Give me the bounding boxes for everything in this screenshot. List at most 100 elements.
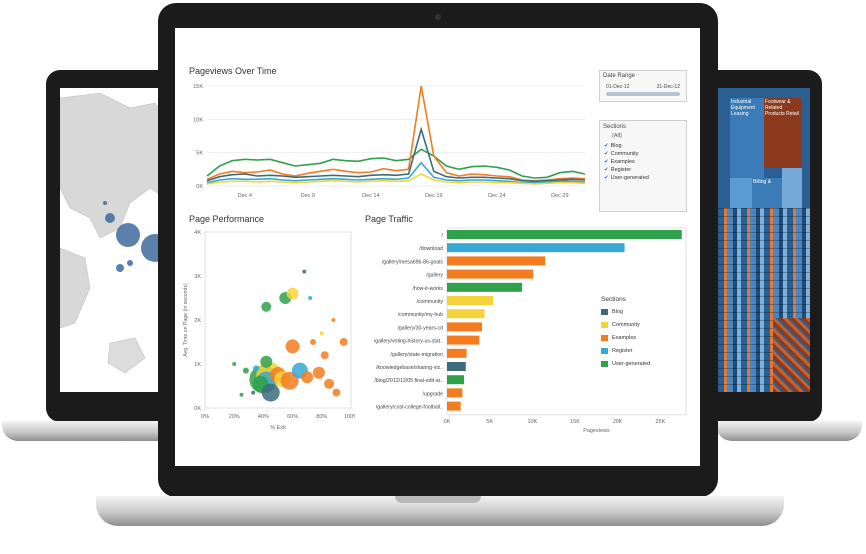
scatter-point: [242, 367, 249, 374]
x-tick-label: 10K: [527, 419, 537, 425]
treemap-cell: [782, 168, 802, 208]
traffic-bar: [447, 388, 463, 398]
right-laptop-screen: Industrial Equipment Leasing Footwear & …: [718, 88, 810, 392]
traffic-bar: [447, 375, 465, 385]
map-landmass: [60, 247, 91, 329]
bar-category-label: /: [442, 233, 444, 239]
y-tick-label: 4K: [194, 230, 201, 236]
legend-label: Blog: [612, 309, 624, 315]
treemap-cell: [718, 98, 730, 188]
page-performance-scatter: 0K 1K 2K 3K 4K 0% 20% 40% 60% 80% 100% % Exit Avg. T…: [183, 230, 355, 431]
map-bubble: [105, 213, 115, 223]
scatter-point: [319, 331, 324, 336]
plot-frame: [446, 227, 687, 416]
map-landmass: [107, 337, 146, 374]
scatter-point: [339, 338, 348, 346]
section-checkbox-community[interactable]: ✔ Community: [604, 150, 649, 158]
section-checkbox-label: User-generated: [610, 175, 649, 181]
bar-category-label: /community/my-hub: [398, 312, 443, 318]
traffic-bar: [447, 269, 534, 279]
traffic-bar: [447, 282, 523, 292]
scatter-point: [232, 362, 237, 366]
check-icon: ✔: [604, 143, 609, 149]
x-tick-label: Dec 4: [238, 193, 252, 199]
y-tick-label: 0K: [194, 406, 201, 412]
legend-item: Examples: [601, 332, 691, 345]
treemap: Industrial Equipment Leasing Footwear & …: [718, 88, 810, 392]
map-bubble: [116, 223, 140, 247]
center-laptop-notch: [395, 496, 481, 503]
right-laptop-base: [716, 421, 862, 441]
sections-legend: Sections Blog Community Examples Register Us…: [601, 296, 691, 386]
date-range-slider[interactable]: [606, 92, 680, 96]
treemap-cell-billing: Billing &: [752, 178, 782, 208]
scatter-point: [312, 366, 325, 379]
traffic-bar: [447, 322, 482, 332]
traffic-bar: [447, 335, 480, 345]
scatter-point: [260, 355, 273, 368]
legend-items: Blog Community Examples Register User-genera…: [601, 306, 691, 371]
scatter-point: [301, 371, 314, 384]
traffic-bar: [447, 296, 494, 305]
x-tick-label: 60%: [287, 414, 298, 420]
series-line: [206, 126, 586, 183]
legend-item: Community: [601, 319, 691, 332]
pageviews-title: Pageviews Over Time: [189, 66, 277, 76]
x-tick-label: 0K: [444, 419, 451, 425]
section-checkbox-user-generated[interactable]: ✔ User-generated: [604, 174, 649, 182]
bar-category-label: /how-it-works: [412, 286, 443, 292]
bar-category-label: /gallery/state-migration: [391, 352, 444, 358]
dashboard-screen: Pageviews Over Time 0K 5K 10K 15K Dec 4 Dec 9…: [175, 28, 700, 466]
scatter-point: [253, 365, 260, 372]
traffic-bar: [447, 230, 682, 239]
x-tick-label: 20K: [613, 419, 623, 425]
map-bubble: [103, 201, 107, 205]
y-tick-label: 15K: [193, 84, 203, 90]
camera-dot: [435, 14, 441, 20]
legend-label: Register: [612, 348, 633, 354]
world-map: [60, 92, 206, 374]
x-tick-label: Dec 24: [488, 193, 505, 199]
y-tick-label: 5K: [196, 151, 203, 157]
date-range-end: 31-Dec-12: [656, 84, 680, 90]
sections-filter-label: Sections: [603, 124, 627, 130]
section-checkbox-register[interactable]: ✔ Register: [604, 166, 649, 174]
map-bubble: [127, 260, 133, 266]
traffic-bar: [447, 309, 485, 319]
left-laptop-base: [2, 421, 192, 441]
x-tick-label: 25K: [655, 419, 665, 425]
scatter-point: [320, 351, 329, 360]
x-tick-label: 0%: [201, 414, 209, 420]
x-tick-label: 15K: [570, 419, 580, 425]
y-tick-label: 0K: [196, 184, 203, 190]
legend-swatch: [601, 360, 608, 367]
sections-filter-all: (All): [612, 133, 622, 139]
x-tick-label: 100%: [344, 414, 355, 420]
scatter-point: [332, 388, 341, 397]
check-icon: ✔: [604, 175, 609, 181]
y-axis-label: Avg. Time on Page (in seconds): [183, 283, 189, 357]
x-axis-label: Pageviews: [583, 428, 610, 434]
check-icon: ✔: [604, 151, 609, 157]
pageviews-line-chart: 0K 5K 10K 15K Dec 4 Dec 9 Dec 14 Dec 19 Dec 24 De…: [193, 84, 586, 199]
section-checkbox-label: Community: [610, 151, 639, 157]
traffic-bar: [447, 348, 467, 358]
bar-category-label: /gallery/30-years-cd: [397, 325, 443, 331]
check-icon: ✔: [604, 167, 609, 173]
legend-label: User-generated: [612, 361, 651, 367]
traffic-title: Page Traffic: [365, 214, 413, 224]
bar-category-label: /gallery/mesa69b-86-goals: [382, 259, 444, 265]
section-checkbox-label: Examples: [610, 159, 635, 165]
x-tick-label: 80%: [316, 414, 327, 420]
section-checkbox-blog[interactable]: ✔ Blog: [604, 142, 649, 150]
bar-category-label: /community: [416, 299, 443, 305]
y-tick-label: 2K: [194, 318, 201, 324]
scatter-point: [280, 371, 299, 390]
date-range-filter[interactable]: Date Range 01-Dec-12 31-Dec-12: [599, 70, 687, 102]
section-checkbox-examples[interactable]: ✔ Examples: [604, 158, 649, 166]
legend-swatch: [601, 334, 608, 341]
traffic-bar: [447, 362, 466, 371]
treemap-cell-footwear: Footwear & Related Products Retail: [764, 98, 802, 168]
x-axis-label: % Exit: [270, 425, 286, 431]
traffic-bar: [447, 401, 461, 411]
